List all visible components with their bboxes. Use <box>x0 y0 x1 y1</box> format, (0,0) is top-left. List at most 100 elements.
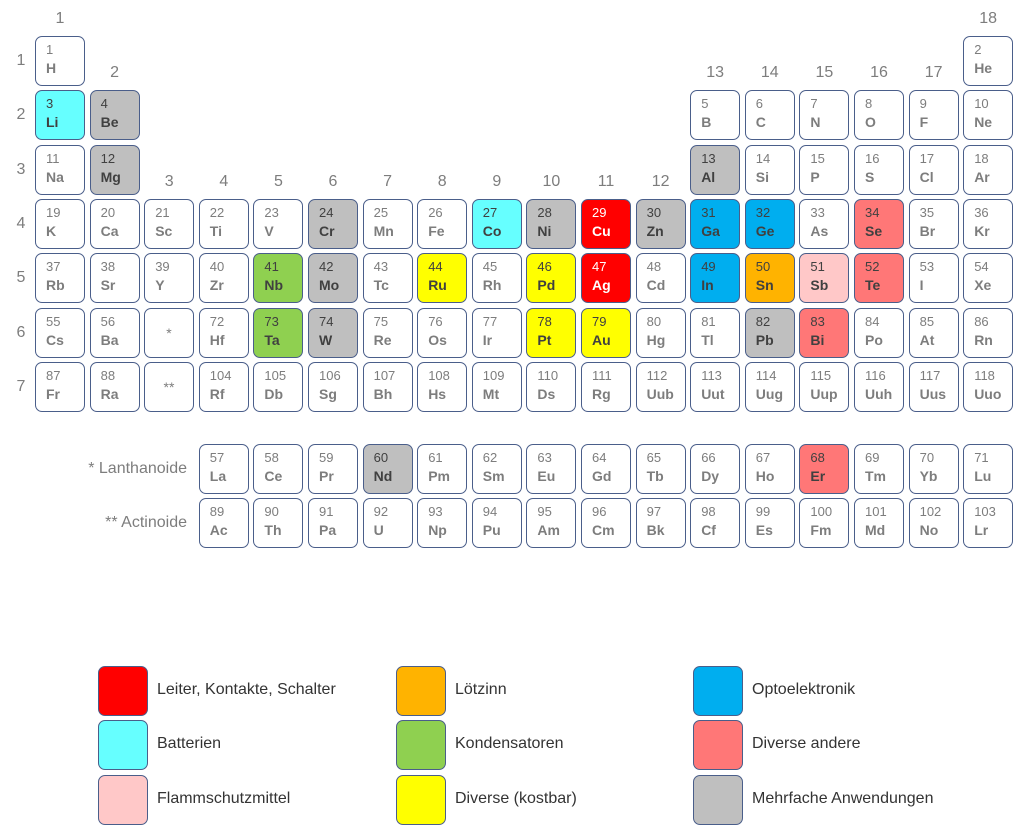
element-symbol: Si <box>755 169 770 185</box>
legend-label: Mehrfache Anwendungen <box>752 790 934 807</box>
element-symbol: Uub <box>646 386 674 402</box>
atomic-number: 72 <box>209 314 225 329</box>
element-k: 19 K <box>35 199 85 249</box>
element-uut: 113 Uut <box>690 362 741 412</box>
element-symbol: Tc <box>373 277 389 293</box>
atomic-number: 69 <box>865 450 880 465</box>
element-symbol: In <box>701 277 714 293</box>
element-symbol: Tm <box>865 468 886 484</box>
element-tl: 81 Tl <box>690 308 741 358</box>
atomic-number: 37 <box>46 259 61 274</box>
legend-item-kostbar: Diverse (kostbar) <box>396 775 696 825</box>
atomic-number: 38 <box>100 259 116 274</box>
element-symbol: Ne <box>974 114 993 130</box>
group-label-8: 8 <box>437 173 447 190</box>
atomic-number: 79 <box>592 314 607 329</box>
atomic-number: 29 <box>592 205 607 220</box>
atomic-number: 83 <box>810 314 825 329</box>
element-uus: 117 Uus <box>908 362 959 412</box>
element-ir: 77 Ir <box>471 308 522 358</box>
element-symbol: S <box>865 169 875 185</box>
atomic-number: 113 <box>701 368 722 383</box>
element-symbol: Dy <box>701 468 720 484</box>
atomic-number: 33 <box>810 205 825 220</box>
element-yb: 70 Yb <box>908 444 959 494</box>
element-symbol: Hf <box>209 332 225 348</box>
element-ce: 58 Ce <box>253 444 304 494</box>
atomic-number: 81 <box>701 314 716 329</box>
element-symbol: Cd <box>646 277 666 293</box>
element-symbol: Uus <box>919 386 947 402</box>
atomic-number: 11 <box>46 151 60 166</box>
element-symbol: P <box>810 169 820 185</box>
atomic-number: 82 <box>755 314 771 329</box>
group-label-6: 6 <box>328 173 338 190</box>
atomic-number: 13 <box>701 151 716 166</box>
element-symbol: Bi <box>810 332 825 348</box>
atomic-number: 61 <box>428 450 443 465</box>
element-ra: 88 Ra <box>89 362 140 412</box>
element-symbol: Ba <box>100 332 119 348</box>
legend-label: Lötzinn <box>455 681 507 698</box>
element-sm: 62 Sm <box>471 444 522 494</box>
element-ti: 22 Ti <box>198 199 249 249</box>
atomic-number: 18 <box>974 151 989 166</box>
element-symbol: No <box>919 522 939 538</box>
atomic-number: 47 <box>592 259 607 274</box>
atomic-number: 26 <box>428 205 443 220</box>
group-label-15: 15 <box>815 64 834 81</box>
element-symbol: Am <box>537 522 560 538</box>
atomic-number: 114 <box>755 368 777 383</box>
element-he: 2 He <box>963 36 1014 86</box>
element-pt: 78 Pt <box>526 308 577 358</box>
group-label-13: 13 <box>706 64 725 81</box>
element-symbol: Nd <box>373 468 393 484</box>
legend-item-mehrfach: Mehrfache Anwendungen <box>693 775 993 825</box>
element-pr: 59 Pr <box>308 444 358 494</box>
element-tb: 65 Tb <box>635 444 686 494</box>
atomic-number: 10 <box>974 96 989 111</box>
atomic-number: 34 <box>865 205 880 220</box>
element-rb: 37 Rb <box>35 253 85 303</box>
element-ru: 44 Ru <box>417 253 468 303</box>
element-symbol: Au <box>592 332 611 348</box>
element-symbol: Ti <box>209 223 222 239</box>
element-am: 95 Am <box>526 498 577 548</box>
element-uuh: 116 Uuh <box>854 362 904 412</box>
element-ga: 31 Ga <box>690 199 741 249</box>
group-label-17: 17 <box>924 64 943 81</box>
element-dy: 66 Dy <box>690 444 741 494</box>
legend-label: Diverse andere <box>752 735 861 752</box>
atomic-number: 94 <box>482 504 498 519</box>
period-label-5: 5 <box>16 269 26 286</box>
element-eu: 63 Eu <box>526 444 577 494</box>
group-label-7: 7 <box>383 173 393 190</box>
element-pb: 82 Pb <box>744 308 795 358</box>
element-symbol: Cl <box>919 169 934 185</box>
element-cs: 55 Cs <box>35 308 85 358</box>
element-symbol: Sr <box>100 277 116 293</box>
atomic-number: 6 <box>755 96 764 111</box>
element-symbol: Lu <box>974 468 992 484</box>
period-label-4: 4 <box>16 215 26 232</box>
element-symbol: Ar <box>974 169 990 185</box>
element-symbol: Ce <box>264 468 283 484</box>
atomic-number: 71 <box>974 450 989 465</box>
group-label-12: 12 <box>651 173 670 190</box>
element-ba: 56 Ba <box>89 308 140 358</box>
atomic-number: 42 <box>319 259 334 274</box>
atomic-number: 116 <box>865 368 886 383</box>
atomic-number: 99 <box>755 504 771 519</box>
atomic-number: 39 <box>155 259 170 274</box>
element-bk: 97 Bk <box>635 498 686 548</box>
group-label-16: 16 <box>870 64 888 81</box>
element-au: 79 Au <box>581 308 631 358</box>
actinoid-placeholder: ** <box>144 362 194 412</box>
element-be: 4 Be <box>89 90 140 140</box>
atomic-number: 96 <box>592 504 607 519</box>
period-label-1: 1 <box>16 52 26 69</box>
element-np: 93 Np <box>417 498 468 548</box>
element-symbol: Sc <box>155 223 173 239</box>
element-symbol: Rh <box>482 277 502 293</box>
